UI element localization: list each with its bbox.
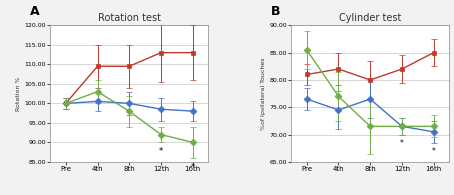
Text: *: *	[159, 147, 163, 156]
Text: B: B	[271, 4, 280, 18]
Y-axis label: %of Ipsilateral Touches: %of Ipsilateral Touches	[262, 57, 266, 130]
Text: A: A	[30, 4, 39, 18]
Text: *: *	[400, 139, 404, 148]
Text: *: *	[191, 163, 195, 172]
Y-axis label: Rotation %: Rotation %	[16, 76, 21, 111]
Title: Cylinder test: Cylinder test	[339, 13, 401, 23]
Text: *: *	[432, 147, 435, 156]
Title: Rotation test: Rotation test	[98, 13, 161, 23]
